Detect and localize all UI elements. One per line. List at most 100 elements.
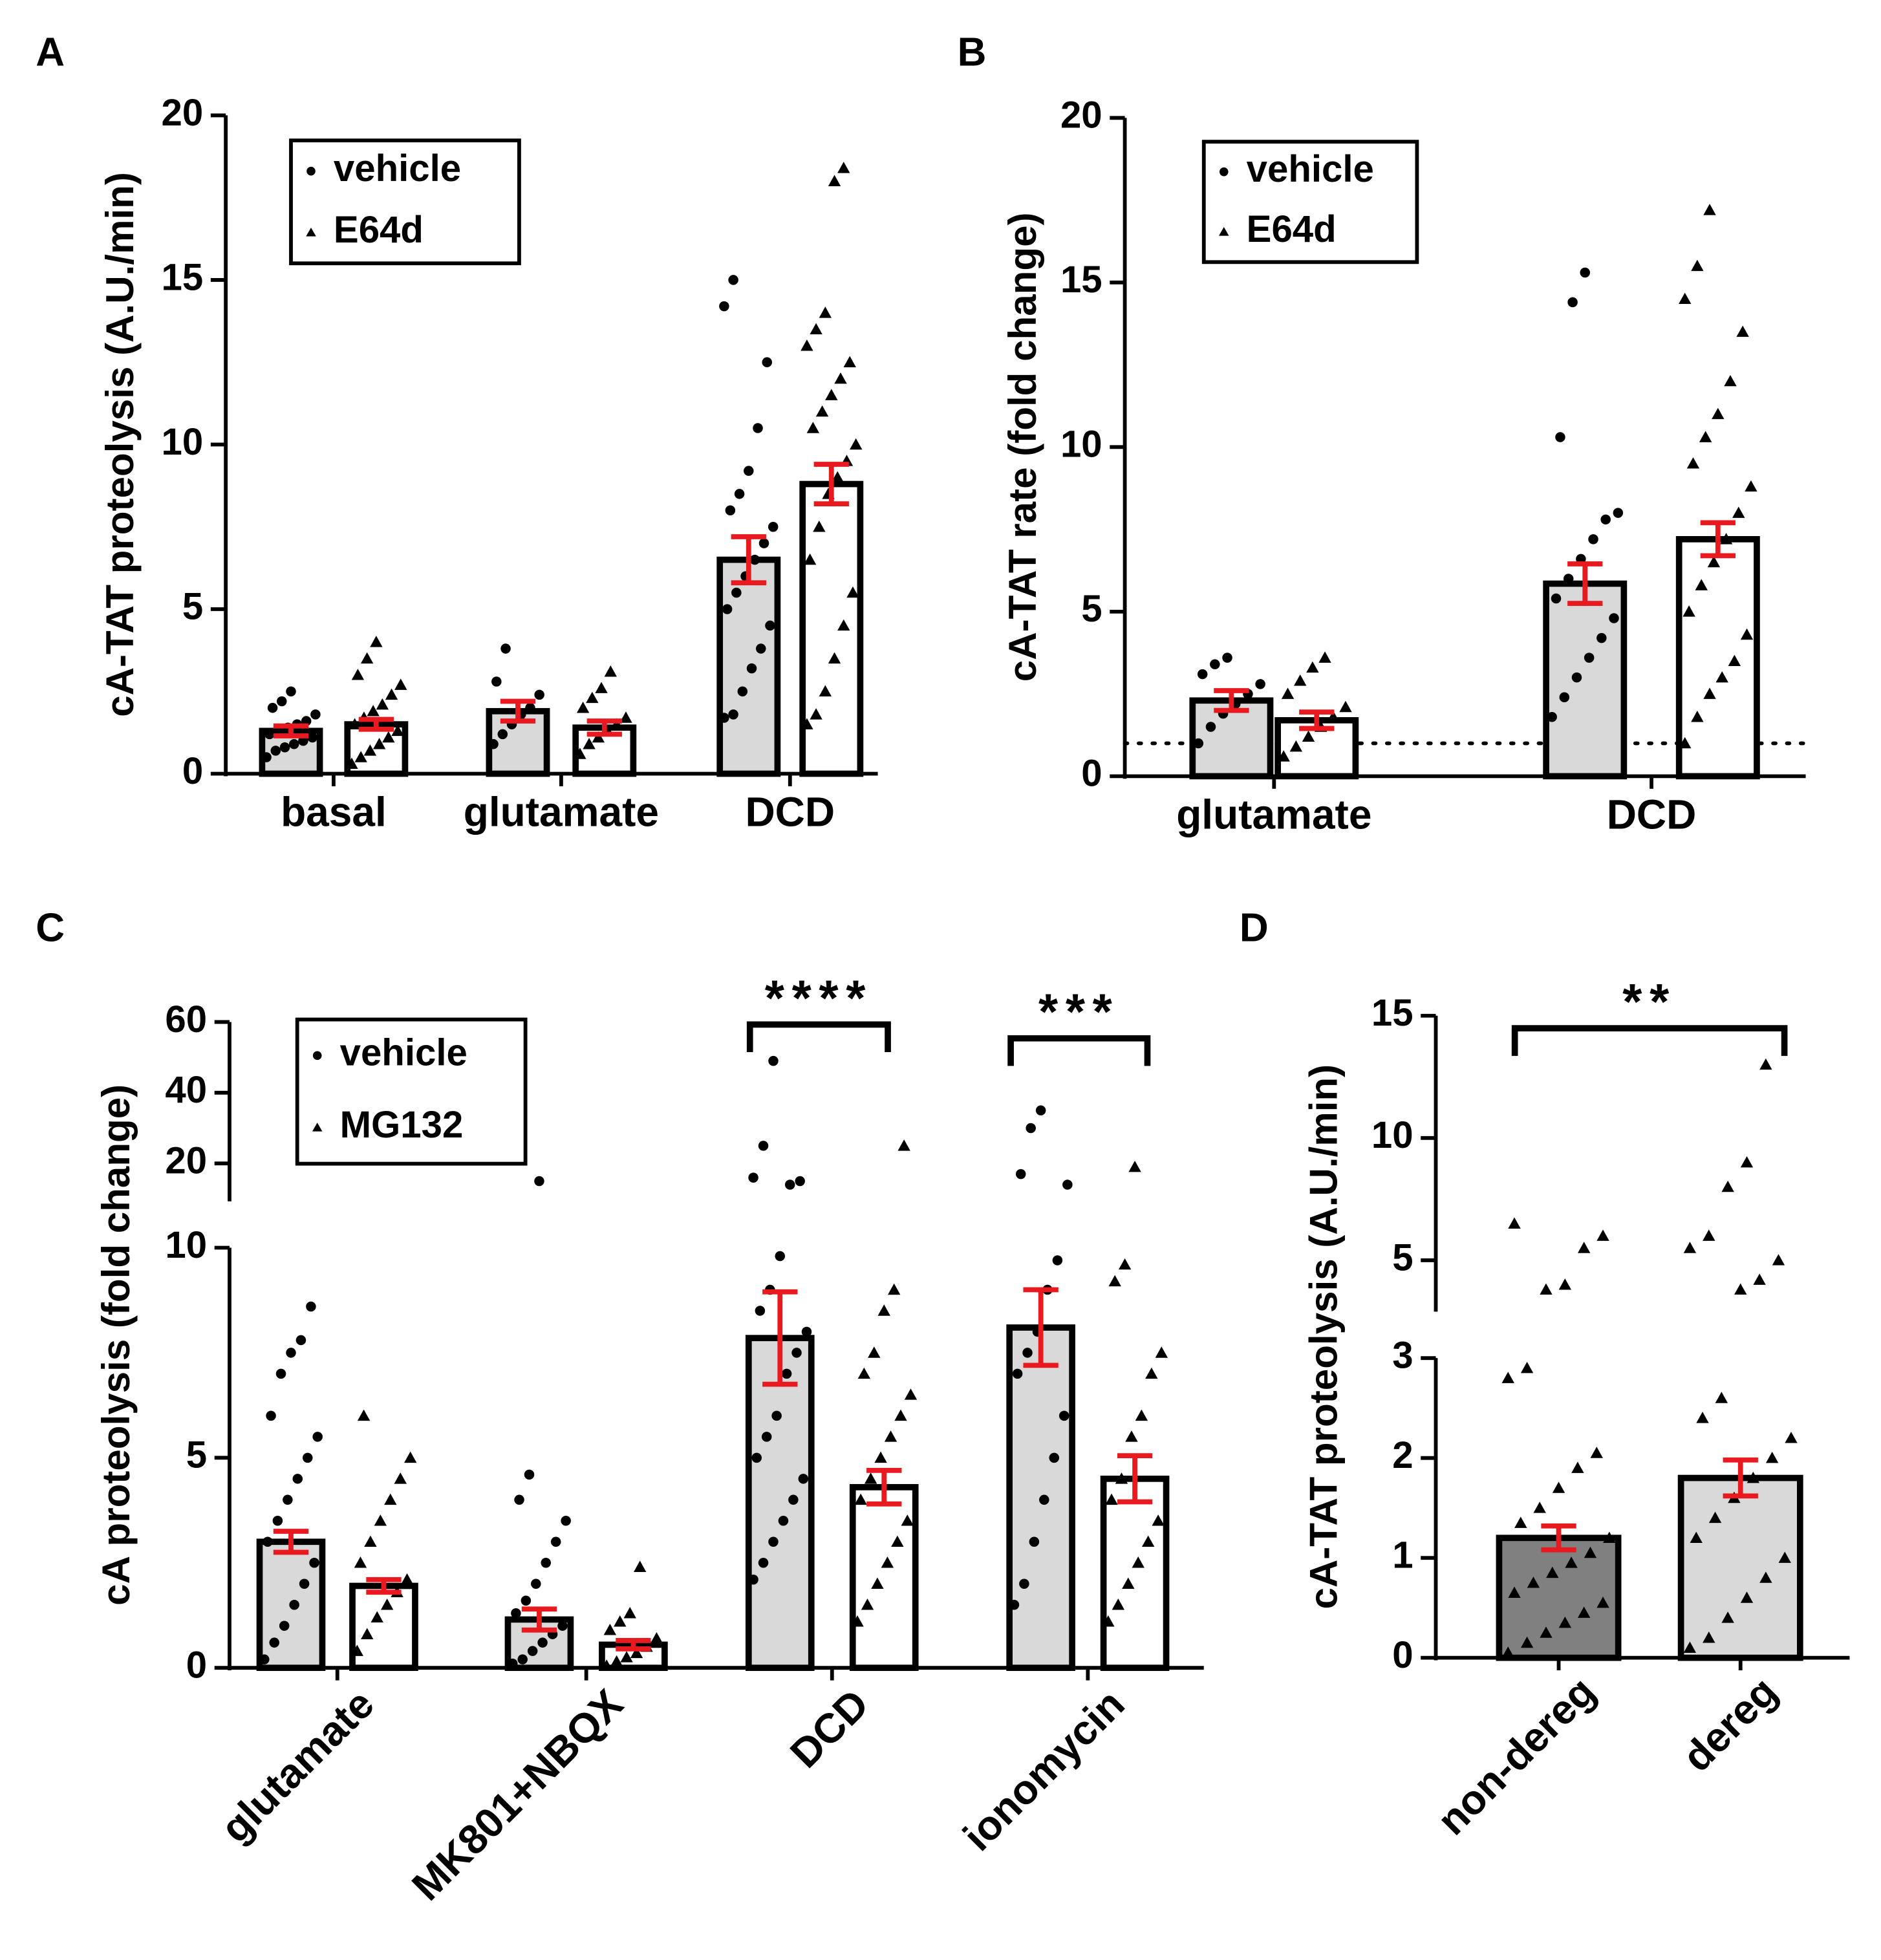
data-point [1009,1599,1020,1610]
y-tick-label: 40 [165,1069,207,1111]
legend-marker [306,166,316,176]
data-point [1703,1632,1715,1643]
data-point [884,1430,898,1442]
data-point [837,162,850,173]
error-bar [1700,520,1736,559]
data-point [527,1646,538,1656]
data-point [1049,1452,1059,1463]
data-point [1721,1611,1734,1623]
data-point [1062,1179,1073,1190]
x-tick-label: glutamate [464,788,659,835]
data-point [1555,432,1565,442]
data-point [734,489,745,499]
error-bar [500,698,536,724]
legend-label: E64d [334,209,424,251]
x-tick-label: MK801+NBQX [403,1680,632,1909]
data-point [871,1577,884,1589]
bar [1274,716,1359,780]
data-point [1682,605,1695,617]
data-point [1540,1626,1553,1638]
data-point [1102,1615,1115,1627]
data-point [1753,1273,1766,1285]
data-point [1690,1531,1703,1544]
data-point [746,663,757,674]
data-point [370,636,383,647]
y-tick-label: 2 [1392,1434,1413,1476]
y-tick-label: 5 [1081,588,1102,630]
data-point [269,1637,279,1648]
data-point [357,1409,371,1421]
data-point [394,1472,407,1484]
data-point [371,1611,383,1622]
legend-box [289,138,521,266]
significance-label: ** [1622,975,1677,1030]
data-point [279,1621,290,1631]
error-bar [1117,1453,1153,1505]
data-point [1603,1531,1616,1544]
data-point [1105,1493,1118,1505]
bar [1675,536,1760,780]
data-point [1059,1410,1069,1421]
data-point [881,1556,894,1568]
data-point [765,620,775,631]
data-point [722,604,733,614]
y-tick-label: 15 [162,256,204,298]
data-point [901,1514,914,1526]
data-point [517,1654,528,1664]
data-point [292,1474,303,1484]
data-point [267,702,278,713]
legend-label: vehicle [334,147,461,189]
data-point [719,713,729,723]
data-point [630,1646,643,1659]
y-tick-label: 0 [1081,753,1102,795]
data-point [620,1651,633,1663]
data-point [1205,722,1216,732]
data-point [604,665,617,677]
data-point [1719,533,1733,544]
data-point [1736,325,1749,337]
data-point [650,1632,663,1644]
data-point [898,1139,910,1151]
data-point [810,708,822,720]
data-point [299,1578,310,1589]
y-tick-label: 15 [1060,259,1102,301]
y-tick-label: 5 [1392,1236,1413,1278]
data-point [272,1516,283,1526]
y-tick-label: 10 [162,421,204,463]
error-bar [521,1606,557,1633]
data-point [403,1451,417,1463]
data-point [801,718,813,729]
y-tick-label: 0 [1392,1634,1413,1676]
data-point [728,709,738,720]
data-point [758,1557,769,1568]
panel-letter: B [958,30,987,75]
error-bar [762,1289,798,1387]
y-tick-label: 15 [1371,992,1413,1034]
data-point [1732,506,1745,518]
data-point [815,405,829,417]
data-point [850,438,863,450]
data-point [259,1654,270,1664]
data-point [1022,1348,1033,1358]
data-point [1520,1636,1534,1648]
data-point [1721,1180,1734,1192]
data-point [610,718,623,729]
data-point [385,688,398,700]
data-point [289,1599,299,1610]
x-tick-label: DCD [781,1681,877,1777]
data-point [768,1055,779,1066]
data-point [1306,661,1319,673]
data-point [894,1409,907,1421]
data-point [1547,711,1557,722]
error-bar [273,723,309,738]
error-bar [866,1467,902,1507]
data-point [1580,267,1591,278]
significance-bracket [746,1021,891,1053]
data-point [843,356,856,367]
legend-marker [306,227,316,237]
data-point [1715,671,1728,683]
data-point [521,1595,532,1606]
data-point [857,1367,871,1379]
data-point [1551,593,1562,604]
data-point [1696,1412,1709,1423]
